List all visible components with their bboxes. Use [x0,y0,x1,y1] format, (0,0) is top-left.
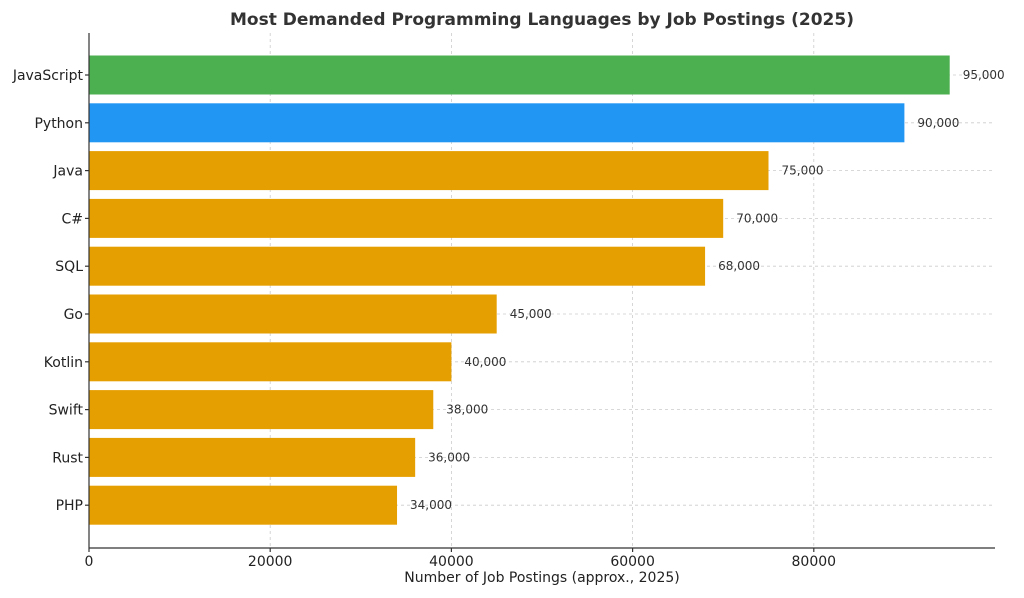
value-label: 38,000 [446,403,488,417]
x-tick-label: 0 [85,554,94,570]
bar-rust [89,437,416,477]
value-label: 36,000 [428,450,470,464]
bar-javascript [89,55,950,95]
category-label: Kotlin [44,355,83,371]
bar-c-sharp [89,198,724,238]
x-tick-label: 20000 [248,554,293,570]
x-tick-label: 60000 [610,554,655,570]
x-axis-title: Number of Job Postings (approx., 2025) [404,570,679,586]
bar-java [89,151,769,191]
bar-php [89,485,398,525]
bar-layer: 95,000 90,000 75,000 70,000 68,000 45,000 40,0… [89,55,1005,525]
category-label: Go [64,307,83,323]
bar-python [89,103,905,143]
bar-sql [89,246,706,286]
category-label: SQL [55,259,83,275]
value-label: 40,000 [464,355,506,369]
category-label: C# [61,211,83,227]
category-label: Python [34,116,83,132]
bar-kotlin [89,342,452,382]
category-label: Swift [49,403,84,419]
value-label: 34,000 [410,498,452,512]
bar-swift [89,390,434,430]
axis-layer: JavaScript Python Java C# SQL Go Kotlin Swift Ru… [12,33,995,570]
bar-go [89,294,497,334]
value-label: 70,000 [736,211,778,225]
value-label: 95,000 [963,68,1005,82]
x-tick-label: 80000 [792,554,837,570]
chart-title: Most Demanded Programming Languages by J… [230,10,854,30]
category-label: Rust [52,450,83,466]
category-label: PHP [56,498,83,514]
value-label: 68,000 [718,259,760,273]
category-label: Java [52,164,83,180]
value-label: 45,000 [510,307,552,321]
value-label: 90,000 [917,116,959,130]
category-label: JavaScript [12,68,84,84]
value-label: 75,000 [782,164,824,178]
x-tick-label: 40000 [429,554,474,570]
